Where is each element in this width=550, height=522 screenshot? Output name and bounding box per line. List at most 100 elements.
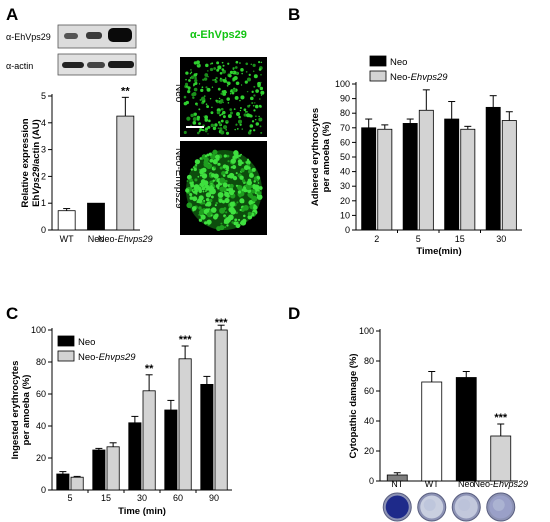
y-tick-label: 90 <box>340 94 350 104</box>
fluorescence-speck <box>220 222 223 225</box>
well-highlight <box>492 499 505 511</box>
fluorescence-speck <box>223 125 228 130</box>
fluorescence-speck <box>260 61 263 64</box>
fluorescence-speck <box>243 214 246 218</box>
fluorescence-speck <box>199 157 202 160</box>
fluorescence-speck <box>229 191 234 196</box>
legend-label: Neo <box>390 57 407 68</box>
bar-neo-ehvps29-90 <box>214 329 228 491</box>
x-tick-label: Neo-Ehvps29 <box>473 479 528 489</box>
fluorescence-speck <box>192 117 197 122</box>
fluorescence-speck <box>201 173 208 179</box>
fluorescence-speck <box>217 162 221 166</box>
bar-neo-ehvps29-60 <box>178 358 192 491</box>
fluorescence-speck <box>253 204 256 207</box>
fluorescence-speck <box>204 73 209 77</box>
fluorescence-speck <box>252 104 255 107</box>
fluorescence-speck <box>201 86 204 89</box>
fluorescence-speck <box>241 161 244 165</box>
bar-neo-ehvps29-30 <box>501 120 517 231</box>
y-tick-label: 60 <box>36 389 46 399</box>
fluorescence-speck <box>249 129 252 132</box>
panel-letter-a: A <box>6 5 18 24</box>
micrograph-title: α-EhVps29 <box>190 29 247 41</box>
fluorescence-speck <box>192 209 195 212</box>
fluorescence-speck <box>185 188 190 193</box>
fluorescence-speck <box>221 90 225 93</box>
fluorescence-speck <box>193 167 197 172</box>
fluorescence-speck <box>252 70 255 73</box>
fluorescence-speck <box>186 116 191 121</box>
fluorescence-speck <box>245 70 248 73</box>
fluorescence-speck <box>247 211 252 216</box>
fluorescence-speck <box>190 124 192 127</box>
y-tick-label: 100 <box>359 326 374 336</box>
fluorescence-speck <box>235 124 238 126</box>
fluorescence-speck <box>186 202 193 209</box>
fluorescence-speck <box>225 170 229 174</box>
fluorescence-speck <box>260 131 263 134</box>
fluorescence-speck <box>239 107 242 110</box>
blot-label-actin: α-actin <box>6 61 33 71</box>
fluorescence-speck <box>258 186 263 190</box>
bar-neo-90 <box>200 383 214 491</box>
scale-bar <box>186 126 204 128</box>
micrograph-neo-signal <box>183 60 265 135</box>
fluorescence-speck <box>251 101 254 105</box>
fluorescence-speck <box>248 172 254 178</box>
fluorescence-speck <box>208 152 212 156</box>
fluorescence-speck <box>216 68 220 72</box>
fluorescence-speck <box>199 174 203 177</box>
bar-neo-ehvps29 <box>490 435 512 482</box>
fluorescence-speck <box>219 166 223 170</box>
fluorescence-speck <box>227 102 230 104</box>
fluorescence-speck <box>185 78 187 81</box>
fluorescence-speck <box>259 86 264 91</box>
fluorescence-speck <box>199 127 203 131</box>
fluorescence-speck <box>249 124 254 128</box>
fluorescence-speck <box>192 96 195 99</box>
fluorescence-speck <box>240 84 243 86</box>
fluorescence-speck <box>226 97 230 101</box>
fluorescence-speck <box>255 89 259 93</box>
fluorescence-speck <box>224 191 230 197</box>
fluorescence-speck <box>232 155 237 160</box>
fluorescence-speck <box>244 185 247 187</box>
bar-neo <box>87 202 105 231</box>
fluorescence-speck <box>215 201 218 205</box>
fluorescence-speck <box>189 178 193 183</box>
blot-band-neo-vps29 <box>86 32 102 39</box>
legend-label: Neo-Ehvps29 <box>390 72 448 83</box>
panel-letter-d: D <box>288 304 300 323</box>
fluorescence-speck <box>188 79 191 82</box>
fluorescence-speck <box>227 114 232 119</box>
y-tick-label: 40 <box>340 167 350 177</box>
fluorescence-speck <box>204 127 209 131</box>
fluorescence-speck <box>253 129 256 132</box>
fluorescence-speck <box>190 183 195 188</box>
y-axis-title: Cytopathic damage (%) <box>348 353 359 458</box>
fluorescence-speck <box>201 186 205 191</box>
fluorescence-speck <box>260 81 262 84</box>
fluorescence-speck <box>258 61 261 64</box>
bar-neo-2 <box>361 127 377 231</box>
fluorescence-speck <box>224 179 228 183</box>
bar-wt <box>57 210 76 231</box>
fluorescence-speck <box>246 77 251 82</box>
fluorescence-speck <box>226 81 231 86</box>
fluorescence-speck <box>226 154 230 158</box>
fluorescence-speck <box>220 107 224 111</box>
fluorescence-speck <box>194 159 201 165</box>
bar-neo-ehvps29 <box>116 115 135 231</box>
fluorescence-speck <box>235 184 239 187</box>
fluorescence-speck <box>223 207 227 211</box>
fluorescence-speck <box>186 174 192 180</box>
bar-wt <box>421 381 443 482</box>
fluorescence-speck <box>207 133 209 135</box>
fluorescence-speck <box>212 79 215 82</box>
fluorescence-speck <box>219 207 226 214</box>
fluorescence-speck <box>195 192 198 195</box>
fluorescence-speck <box>212 126 217 131</box>
stained-wells <box>382 492 516 522</box>
fluorescence-speck <box>251 167 256 172</box>
